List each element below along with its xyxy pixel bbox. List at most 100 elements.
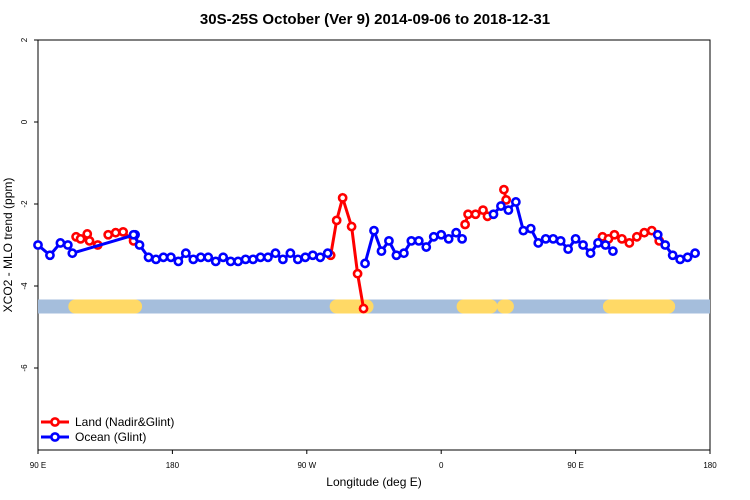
data-point xyxy=(496,201,506,211)
data-point xyxy=(337,192,348,203)
data-point xyxy=(518,225,529,236)
data-point xyxy=(180,248,191,259)
data-point xyxy=(240,254,251,265)
series-line xyxy=(71,233,136,255)
data-point xyxy=(210,256,221,267)
data-point xyxy=(173,256,184,267)
data-point xyxy=(233,256,244,267)
series-layer xyxy=(33,184,700,314)
data-point xyxy=(195,252,206,263)
y-axis: 2 0 -2 -4 -6 xyxy=(20,37,38,372)
data-point xyxy=(639,227,650,238)
data-point xyxy=(443,233,454,244)
data-point xyxy=(128,229,139,240)
data-point xyxy=(428,231,439,242)
data-point xyxy=(667,250,678,261)
data-point xyxy=(585,248,596,259)
data-point xyxy=(75,233,86,244)
data-point xyxy=(300,252,311,263)
data-point xyxy=(278,254,288,265)
data-point xyxy=(352,268,363,279)
data-point xyxy=(682,252,693,263)
data-point xyxy=(62,240,73,250)
data-point xyxy=(151,254,161,265)
data-point xyxy=(255,252,266,263)
data-point xyxy=(103,229,114,240)
data-point xyxy=(118,226,129,237)
x-tick-label: 90 E xyxy=(567,461,583,470)
data-point xyxy=(322,248,333,259)
x-tick-label: 180 xyxy=(703,461,717,470)
legend-label: Land (Nadir&Glint) xyxy=(75,415,174,429)
y-tick-label: 2 xyxy=(20,37,29,42)
data-point xyxy=(346,221,357,232)
data-point xyxy=(358,303,369,314)
x-axis: 90 E 180 90 W 0 90 E 180 xyxy=(30,450,717,470)
chart-title: 30S-25S October (Ver 9) 2014-09-06 to 20… xyxy=(200,11,550,28)
x-tick-label: 0 xyxy=(439,461,444,470)
data-point xyxy=(608,246,618,257)
data-point xyxy=(488,209,499,220)
data-point xyxy=(45,250,55,261)
data-point xyxy=(457,233,468,244)
y-tick-label: -2 xyxy=(20,200,29,208)
data-point xyxy=(460,219,470,230)
data-point xyxy=(360,258,370,269)
data-point xyxy=(315,252,326,263)
y-axis-label: XCO2 - MLO trend (ppm) xyxy=(1,178,15,313)
series-line xyxy=(329,192,366,309)
data-point xyxy=(384,235,394,246)
data-point xyxy=(675,254,686,265)
data-point xyxy=(624,238,635,248)
data-point xyxy=(369,225,379,236)
y-tick-label: -6 xyxy=(20,364,29,372)
data-point xyxy=(406,235,417,246)
x-tick-label: 90 E xyxy=(30,461,46,470)
data-point xyxy=(55,238,66,248)
data-point xyxy=(510,197,521,207)
data-point xyxy=(292,254,303,265)
data-point xyxy=(285,248,296,259)
data-point xyxy=(248,254,258,265)
series-ocean xyxy=(33,197,700,269)
data-point xyxy=(398,248,409,259)
data-point xyxy=(563,244,574,254)
data-point xyxy=(110,227,121,238)
data-point xyxy=(188,254,199,265)
data-point xyxy=(67,248,78,259)
data-point xyxy=(225,256,236,267)
legend-item: Ocean (Glint) xyxy=(41,430,146,444)
legend-label: Ocean (Glint) xyxy=(75,430,146,444)
data-point xyxy=(609,229,620,240)
data-point xyxy=(158,252,169,263)
data-point xyxy=(533,238,544,248)
y-tick-label: -4 xyxy=(20,282,29,290)
data-point xyxy=(600,240,611,250)
data-point xyxy=(263,252,273,263)
data-point xyxy=(143,252,154,263)
data-point xyxy=(451,227,462,238)
data-point xyxy=(501,194,512,205)
x-tick-label: 90 W xyxy=(297,461,316,470)
data-point xyxy=(660,240,671,250)
legend: Land (Nadir&Glint)Ocean (Glint) xyxy=(41,415,174,444)
data-point xyxy=(555,235,566,246)
data-point xyxy=(652,229,663,240)
data-point xyxy=(134,240,145,250)
legend-item: Land (Nadir&Glint) xyxy=(41,415,174,429)
data-point xyxy=(218,252,229,263)
data-point xyxy=(499,184,509,195)
data-point xyxy=(203,252,214,263)
data-point xyxy=(413,235,424,246)
data-point xyxy=(525,223,536,234)
data-point xyxy=(690,248,700,259)
data-point xyxy=(166,252,176,263)
y-tick-label: 0 xyxy=(20,119,29,124)
legend-marker xyxy=(50,417,60,427)
data-point xyxy=(463,209,473,220)
data-point xyxy=(33,240,43,250)
data-point xyxy=(270,248,281,259)
data-point xyxy=(436,229,447,240)
data-point xyxy=(570,233,581,244)
data-point xyxy=(391,250,402,261)
